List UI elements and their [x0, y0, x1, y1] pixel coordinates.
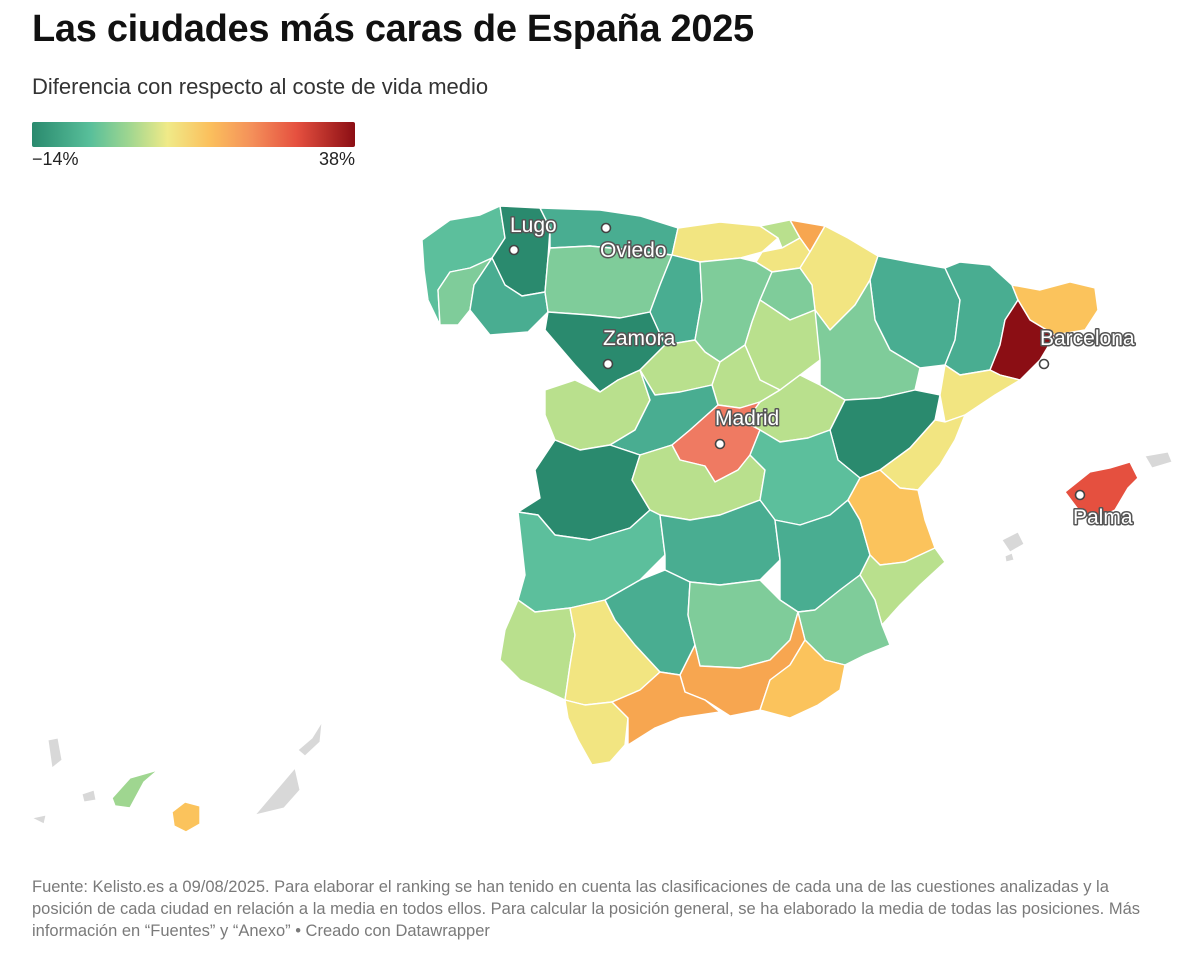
city-barcelona[interactable]: Barcelona: [1038, 326, 1136, 370]
city-label: Madrid: [715, 407, 779, 430]
province-almeria[interactable]: [759, 639, 846, 719]
island-fuerteventura: [253, 766, 301, 816]
island-menorca: [1144, 451, 1173, 469]
chart-title: Las ciudades más caras de España 2025: [32, 8, 754, 50]
spain-choropleth-map: Lugo Oviedo Zamora Madrid Barcelona Palm…: [0, 180, 1200, 860]
province-las-palmas[interactable]: [171, 801, 201, 833]
chart-subtitle: Diferencia con respecto al coste de vida…: [32, 74, 489, 99]
island-lanzarote: [297, 721, 323, 757]
province-ciudad-real[interactable]: [659, 499, 781, 586]
source-footnote: Fuente: Kelisto.es a 09/08/2025. Para el…: [32, 878, 1141, 940]
province-murcia[interactable]: [797, 574, 891, 666]
city-palma[interactable]: Palma: [1072, 489, 1134, 531]
city-label: Lugo: [510, 214, 557, 237]
city-dot: [600, 222, 612, 234]
province-mallorca-illes-balears[interactable]: [1064, 461, 1139, 521]
city-label: Oviedo: [600, 239, 667, 262]
province-barcelona[interactable]: [989, 299, 1056, 381]
province-castellon[interactable]: [879, 414, 966, 491]
city-dot: [1074, 489, 1086, 501]
province-ourense[interactable]: [469, 257, 549, 336]
city-dot: [1038, 358, 1050, 370]
city-lugo[interactable]: Lugo: [508, 213, 558, 256]
city-label: Zamora: [603, 327, 676, 350]
legend-labels: −14% 38%: [32, 147, 355, 171]
city-label: Palma: [1073, 506, 1133, 529]
province-santa-cruz-de-tenerife[interactable]: [111, 769, 159, 809]
city-dot: [508, 244, 520, 256]
province-malaga[interactable]: [611, 671, 721, 746]
city-zamora[interactable]: Zamora: [602, 326, 677, 370]
province-cadiz[interactable]: [564, 699, 629, 766]
city-dot: [602, 358, 614, 370]
province-tarragona[interactable]: [939, 364, 1021, 423]
island-formentera: [1004, 552, 1015, 563]
legend-max-label: 38%: [318, 149, 355, 169]
island-ibiza: [1001, 531, 1025, 553]
island-la-palma: [47, 737, 63, 769]
province-valencia[interactable]: [847, 469, 936, 566]
province-huelva[interactable]: [499, 599, 576, 701]
city-label: Barcelona: [1040, 327, 1135, 350]
legend-gradient-bar: [32, 122, 355, 147]
city-oviedo[interactable]: Oviedo: [599, 222, 668, 264]
island-la-gomera: [81, 789, 97, 803]
city-dot: [714, 438, 726, 450]
legend-min-label: −14%: [32, 149, 79, 169]
island-el-hierro: [30, 814, 47, 825]
color-legend: −14% 38%: [32, 122, 355, 171]
city-madrid[interactable]: Madrid: [714, 406, 781, 450]
